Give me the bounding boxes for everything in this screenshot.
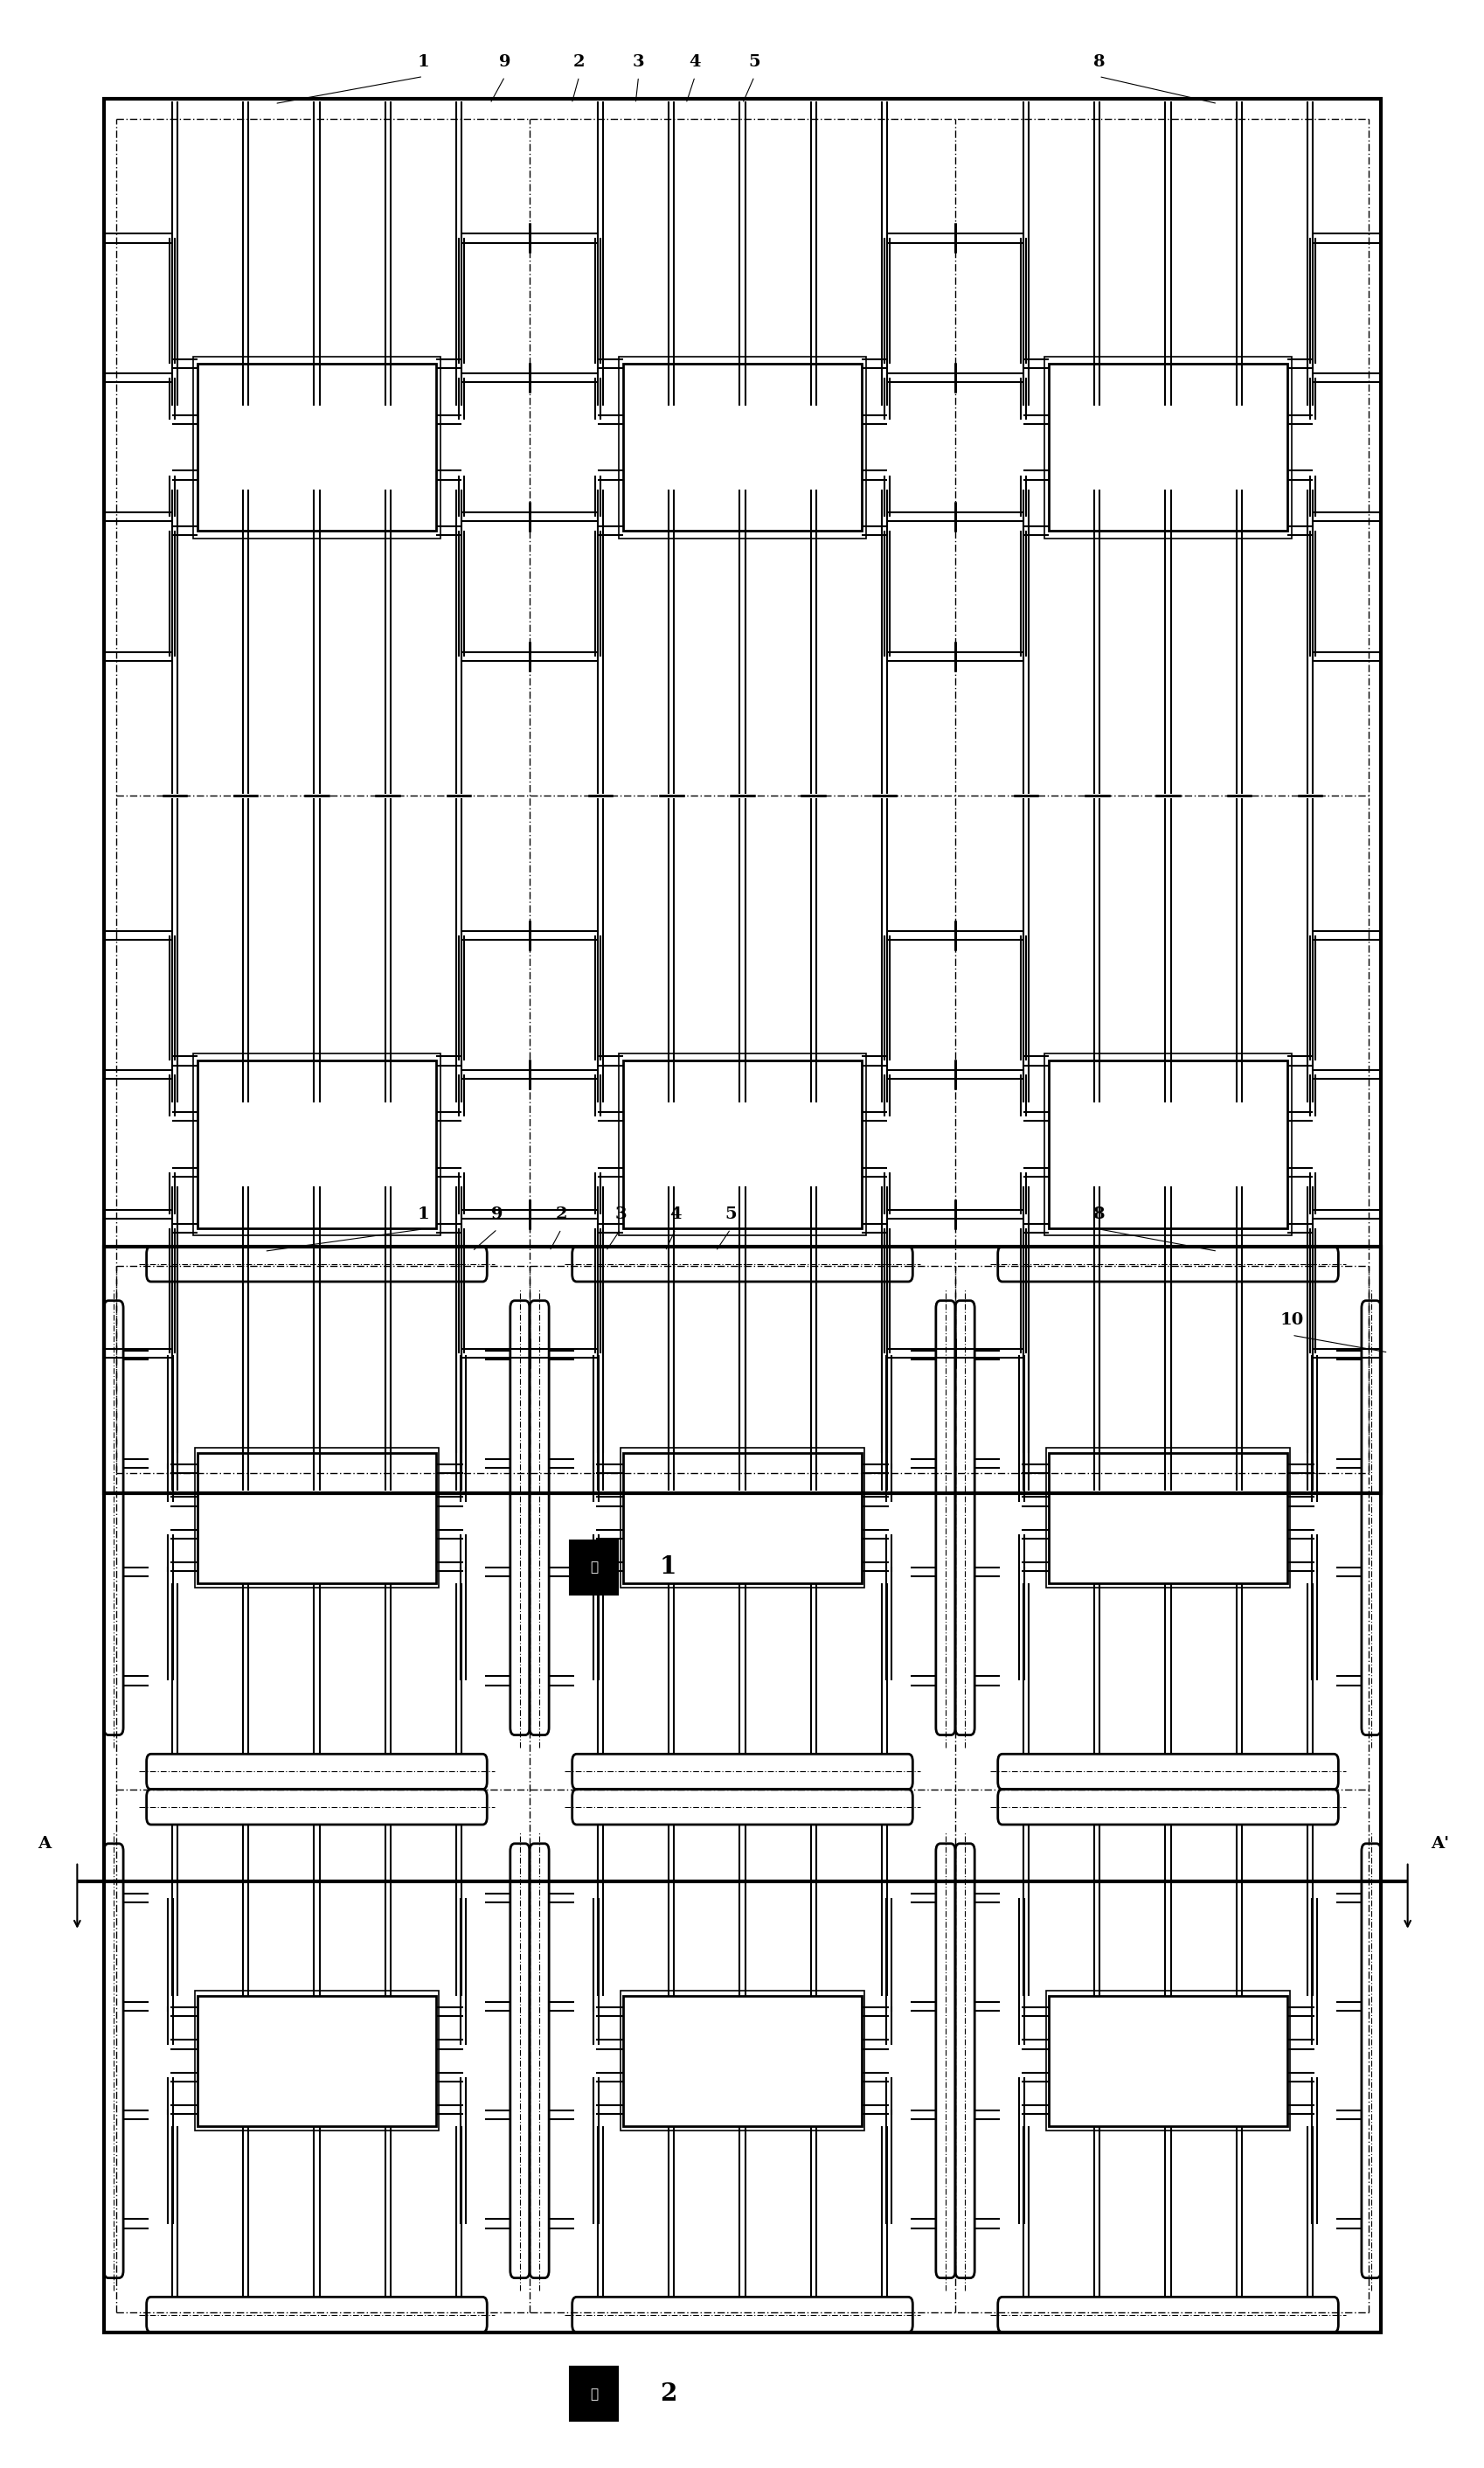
Text: 1: 1 [417, 1207, 429, 1222]
Text: 2: 2 [555, 1207, 567, 1222]
Bar [1043, 355, 1291, 538]
Bar [620, 1449, 864, 1587]
Text: 3: 3 [632, 54, 644, 69]
Bar [570, 1540, 617, 1594]
Bar [1048, 363, 1287, 531]
Bar [570, 2367, 617, 2421]
Text: 1: 1 [659, 1555, 677, 1580]
Bar [620, 1992, 864, 2130]
Bar [1045, 1992, 1290, 2130]
Text: 図: 図 [589, 1560, 598, 1575]
Text: A': A' [1431, 1836, 1448, 1851]
Text: 9: 9 [491, 1207, 503, 1222]
Text: A: A [39, 1836, 50, 1851]
Bar [197, 363, 436, 531]
Text: 10: 10 [1279, 1313, 1303, 1328]
Text: 8: 8 [1092, 1207, 1104, 1222]
Text: 図: 図 [589, 2387, 598, 2401]
Bar [623, 1061, 861, 1229]
Bar [623, 363, 861, 531]
Text: 2: 2 [573, 54, 585, 69]
Text: 4: 4 [669, 1207, 681, 1222]
Bar [1048, 1997, 1287, 2125]
Bar [104, 99, 1380, 1493]
Bar [194, 1449, 439, 1587]
Text: 9: 9 [499, 54, 510, 69]
Bar [104, 1246, 1380, 2332]
Bar [619, 355, 865, 538]
Text: 3: 3 [614, 1207, 626, 1222]
Bar [1048, 1454, 1287, 1582]
Text: 5: 5 [724, 1207, 736, 1222]
Bar [194, 1992, 439, 2130]
Bar [623, 1997, 861, 2125]
Text: 2: 2 [659, 2382, 677, 2406]
Bar [619, 1054, 865, 1236]
Text: 8: 8 [1092, 54, 1104, 69]
Bar [1045, 1449, 1290, 1587]
Bar [197, 1997, 436, 2125]
Text: 4: 4 [689, 54, 700, 69]
Bar [1043, 1054, 1291, 1236]
Bar [197, 1454, 436, 1582]
Bar [623, 1454, 861, 1582]
Bar [193, 1054, 441, 1236]
Text: 1: 1 [417, 54, 429, 69]
Bar [193, 355, 441, 538]
Bar [1048, 1061, 1287, 1229]
Text: 5: 5 [748, 54, 760, 69]
Bar [197, 1061, 436, 1229]
